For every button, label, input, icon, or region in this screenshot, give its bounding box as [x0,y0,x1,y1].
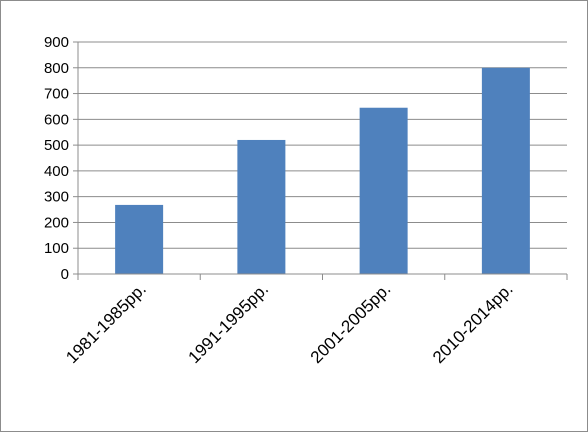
bar-3 [359,107,408,274]
y-tick-label: 100 [44,240,69,257]
y-tick-label: 700 [44,86,69,103]
y-tick-label: 400 [44,163,69,180]
y-tick-label: 600 [44,111,69,128]
x-tick-label: 1981-1985pp. [62,279,150,367]
y-tick-label: 800 [44,60,69,77]
bar-2 [237,139,286,274]
y-tick-label: 300 [44,189,69,206]
bar-4 [481,67,530,275]
y-tick-label: 500 [44,137,69,154]
bars [115,67,530,275]
x-tick-label: 2001-2005pp. [307,279,395,367]
y-tick-label: 200 [44,214,69,231]
x-tick-labels: 1981-1985pp. 1991-1995pp. 2001-2005pp. 2010… [62,279,516,367]
x-tick-label: 2010-2014pp. [429,279,517,367]
x-tick-label: 1991-1995pp. [185,279,273,367]
axes [73,41,568,280]
y-tick-labels: 0 100 200 300 400 500 600 700 800 900 [44,34,69,283]
y-tick-label: 0 [61,266,69,283]
bar-1 [115,204,164,274]
y-tick-label: 900 [44,34,69,51]
